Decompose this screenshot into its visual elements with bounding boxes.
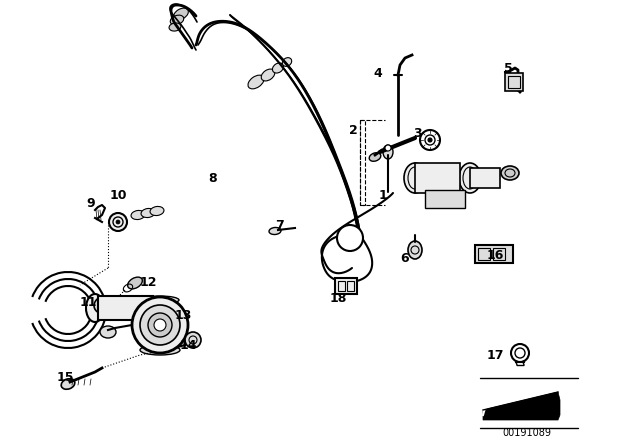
Bar <box>508 76 520 88</box>
Text: 17: 17 <box>342 233 358 243</box>
Ellipse shape <box>86 294 104 322</box>
Ellipse shape <box>150 207 164 215</box>
Text: 3: 3 <box>413 126 422 139</box>
Text: 15: 15 <box>56 370 74 383</box>
Text: 9: 9 <box>86 197 95 210</box>
Bar <box>347 281 354 291</box>
Ellipse shape <box>408 241 422 259</box>
Ellipse shape <box>61 379 75 389</box>
Ellipse shape <box>383 145 393 159</box>
Ellipse shape <box>248 75 264 89</box>
Circle shape <box>428 138 432 142</box>
Circle shape <box>109 213 127 231</box>
Text: 5: 5 <box>504 61 513 74</box>
Bar <box>415 163 460 193</box>
Ellipse shape <box>282 58 292 66</box>
Ellipse shape <box>459 163 481 193</box>
Text: 6: 6 <box>401 251 410 264</box>
Text: 18: 18 <box>330 292 347 305</box>
Text: 13: 13 <box>174 309 192 322</box>
Bar <box>478 248 490 260</box>
Ellipse shape <box>269 228 281 234</box>
Text: 10: 10 <box>109 189 127 202</box>
Ellipse shape <box>501 166 519 180</box>
Text: 4: 4 <box>374 66 382 79</box>
Text: 2: 2 <box>349 124 357 137</box>
Circle shape <box>140 305 180 345</box>
Text: 16: 16 <box>486 249 504 262</box>
Ellipse shape <box>261 69 275 81</box>
Ellipse shape <box>131 211 145 220</box>
Ellipse shape <box>170 15 184 25</box>
Circle shape <box>185 332 201 348</box>
Ellipse shape <box>100 326 116 338</box>
Circle shape <box>148 313 172 337</box>
Ellipse shape <box>369 153 381 161</box>
Circle shape <box>337 225 363 251</box>
Text: 17: 17 <box>486 349 504 362</box>
Text: 1: 1 <box>379 189 387 202</box>
Text: 7: 7 <box>276 219 284 232</box>
Bar <box>338 281 345 291</box>
Circle shape <box>132 297 188 353</box>
Ellipse shape <box>140 345 180 355</box>
Ellipse shape <box>127 277 142 289</box>
Bar <box>425 190 465 208</box>
Ellipse shape <box>404 163 426 193</box>
Bar <box>505 73 523 91</box>
Text: 8: 8 <box>209 172 218 185</box>
Text: 00191089: 00191089 <box>502 428 552 438</box>
Text: 11: 11 <box>79 296 97 309</box>
Bar <box>470 168 500 188</box>
Text: 14: 14 <box>179 339 196 352</box>
Circle shape <box>154 319 166 331</box>
Ellipse shape <box>141 208 155 218</box>
Bar <box>493 248 505 260</box>
Text: 12: 12 <box>140 276 157 289</box>
Circle shape <box>385 145 391 151</box>
Circle shape <box>511 344 529 362</box>
Bar <box>360 120 365 205</box>
Ellipse shape <box>273 63 284 73</box>
Bar <box>98 296 153 320</box>
Ellipse shape <box>169 23 181 31</box>
Ellipse shape <box>94 296 116 314</box>
Polygon shape <box>483 392 560 420</box>
Ellipse shape <box>141 296 179 304</box>
Circle shape <box>116 220 120 224</box>
Ellipse shape <box>173 8 188 20</box>
Bar <box>475 245 513 263</box>
Bar <box>335 278 357 294</box>
